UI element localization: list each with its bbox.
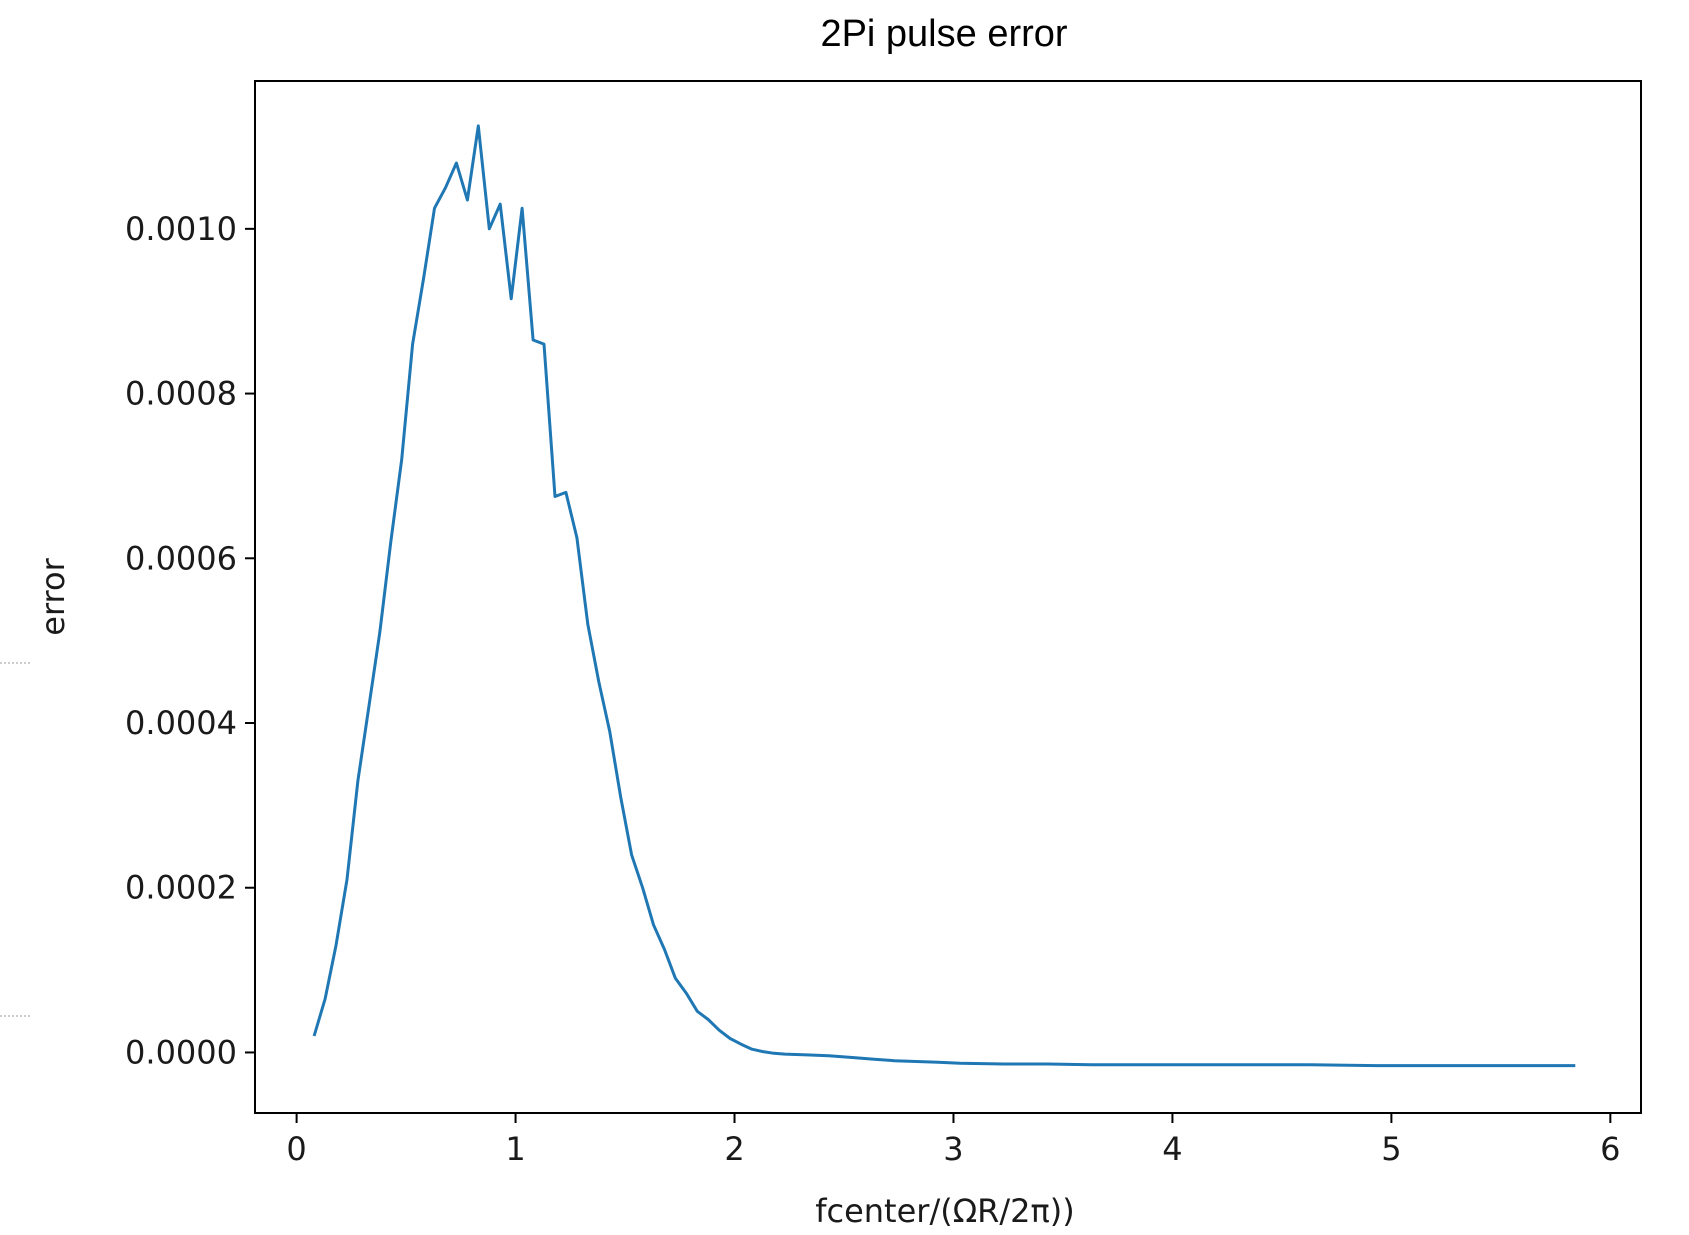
chart-title: 2Pi pulse error <box>820 13 1067 55</box>
plot-area <box>312 124 1576 1068</box>
y-tick-label: 0.0004 <box>125 704 237 742</box>
x-axis-ticks: 0 1 2 3 4 5 6 <box>286 1113 1621 1168</box>
x-tick-label: 4 <box>1162 1130 1182 1168</box>
y-tick-label: 0.0010 <box>125 210 237 248</box>
y-tick-label: 0.0008 <box>125 375 237 413</box>
y-axis-ticks: 0.0000 0.0002 0.0004 0.0006 0.0008 0.0010 <box>125 210 255 1071</box>
x-tick-label: 5 <box>1381 1130 1401 1168</box>
y-tick-label: 0.0000 <box>125 1033 237 1071</box>
y-tick-label: 0.0002 <box>125 869 237 907</box>
x-tick-label: 6 <box>1600 1130 1620 1168</box>
y-tick-label: 0.0006 <box>125 539 237 577</box>
series-line <box>312 124 1576 1068</box>
y-axis-label: error <box>34 557 72 635</box>
x-tick-label: 2 <box>724 1130 744 1168</box>
x-tick-label: 3 <box>943 1130 963 1168</box>
x-tick-label: 1 <box>505 1130 525 1168</box>
x-tick-label: 0 <box>286 1130 306 1168</box>
x-axis-label: fcenter/(ΩR/2π)) <box>815 1192 1075 1230</box>
plot-frame <box>254 80 1642 1114</box>
